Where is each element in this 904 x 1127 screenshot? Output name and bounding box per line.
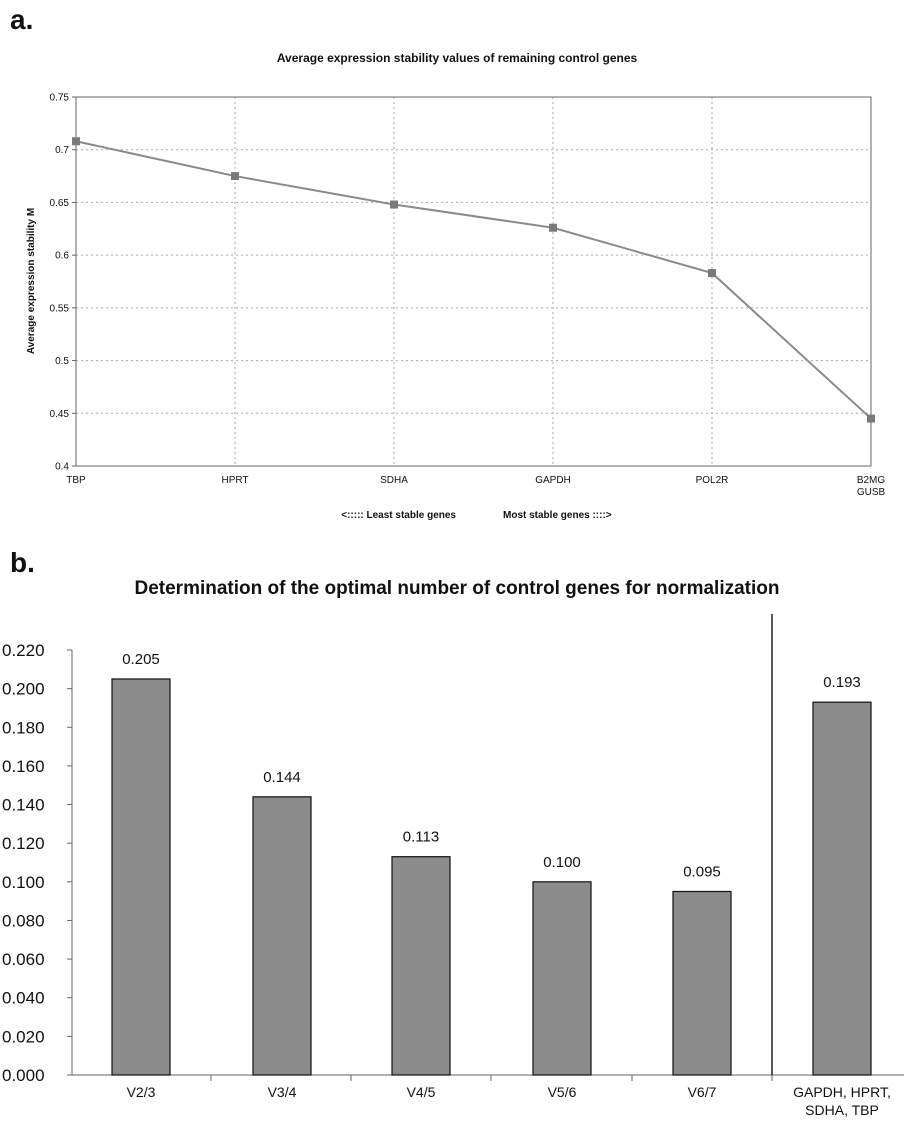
chart-a-ytick-label: 0.6 xyxy=(55,251,69,262)
chart-a-xtick-label: TBP xyxy=(66,475,86,486)
chart-b-ytick-label: 0.160 xyxy=(2,757,45,776)
chart-b-ytick-label: 0.200 xyxy=(2,680,45,699)
chart-a-ytick-label: 0.5 xyxy=(55,356,69,367)
chart-a-ytick-label: 0.65 xyxy=(50,198,70,209)
chart-b-data-label: 0.113 xyxy=(403,829,439,846)
chart-b-xtick-label: V4/5 xyxy=(407,1084,436,1100)
chart-b-xtick-label: V6/7 xyxy=(688,1084,717,1100)
chart-b-title: Determination of the optimal number of c… xyxy=(135,578,780,599)
chart-a-ytick-label: 0.45 xyxy=(50,409,70,420)
chart-b-ytick-label: 0.000 xyxy=(2,1066,45,1085)
chart-a-y-axis-label: Average expression stability M xyxy=(26,208,37,354)
chart-b-xtick-label: V5/6 xyxy=(548,1084,577,1100)
chart-a-data-point xyxy=(231,172,239,181)
chart-a-ytick-label: 0.75 xyxy=(50,93,70,104)
chart-b-ytick-label: 0.040 xyxy=(2,989,45,1008)
chart-b-bar xyxy=(111,678,171,1076)
chart-b-ytick-label: 0.120 xyxy=(2,834,45,853)
chart-b-ytick-label: 0.180 xyxy=(2,718,45,737)
chart-b-bar xyxy=(252,796,312,1076)
chart-a-data-point xyxy=(72,137,80,146)
chart-b-bar xyxy=(532,881,592,1076)
chart-a-series-line xyxy=(75,140,872,420)
chart-b-xtick-label: GAPDH, HPRT, SDHA, TBP xyxy=(793,1084,891,1118)
stability-line-chart: Average expression stability values of r… xyxy=(26,51,886,521)
chart-a-data-point xyxy=(549,223,557,232)
chart-b-data-label: 0.193 xyxy=(823,674,861,691)
chart-b-bar xyxy=(391,856,451,1076)
chart-b-ytick-label: 0.060 xyxy=(2,950,45,969)
chart-b-ytick-label: 0.020 xyxy=(2,1027,45,1046)
chart-b-data-label: 0.205 xyxy=(122,651,160,668)
chart-a-xtick-label: SDHA xyxy=(380,475,408,486)
chart-b-data-label: 0.144 xyxy=(263,769,301,786)
chart-a-most-stable-note: Most stable genes ::::> xyxy=(503,510,612,521)
chart-a-ytick-label: 0.7 xyxy=(55,145,69,156)
chart-a-ytick-label: 0.55 xyxy=(50,303,70,314)
chart-b-ytick-label: 0.080 xyxy=(2,911,45,930)
panel-a-letter: a. xyxy=(10,4,34,35)
chart-b-ytick-label: 0.140 xyxy=(2,796,45,815)
panel-b-letter: b. xyxy=(10,547,35,578)
chart-b-xtick-label: V3/4 xyxy=(268,1084,297,1100)
chart-a-data-point xyxy=(867,414,875,423)
chart-b-ytick-label: 0.220 xyxy=(2,641,45,660)
chart-b-bar xyxy=(672,890,732,1076)
chart-b-xtick-label: V2/3 xyxy=(127,1084,156,1100)
chart-a-ytick-label: 0.4 xyxy=(55,462,69,473)
chart-b-data-label: 0.095 xyxy=(683,863,721,880)
chart-b-data-label: 0.100 xyxy=(543,854,581,871)
chart-a-data-point xyxy=(708,269,716,278)
chart-a-least-stable-note: <::::: Least stable genes xyxy=(341,510,456,521)
chart-a-xtick-label: B2MG GUSB xyxy=(857,475,886,498)
chart-b-bar xyxy=(812,701,872,1076)
chart-a-data-point xyxy=(390,200,398,209)
chart-a-plot-frame xyxy=(75,96,872,467)
chart-a-xtick-label: POL2R xyxy=(696,475,729,486)
chart-a-xtick-label: GAPDH xyxy=(535,475,571,486)
chart-a-xtick-label: HPRT xyxy=(221,475,248,486)
chart-a-title: Average expression stability values of r… xyxy=(277,51,638,65)
chart-b-ytick-label: 0.100 xyxy=(2,873,45,892)
